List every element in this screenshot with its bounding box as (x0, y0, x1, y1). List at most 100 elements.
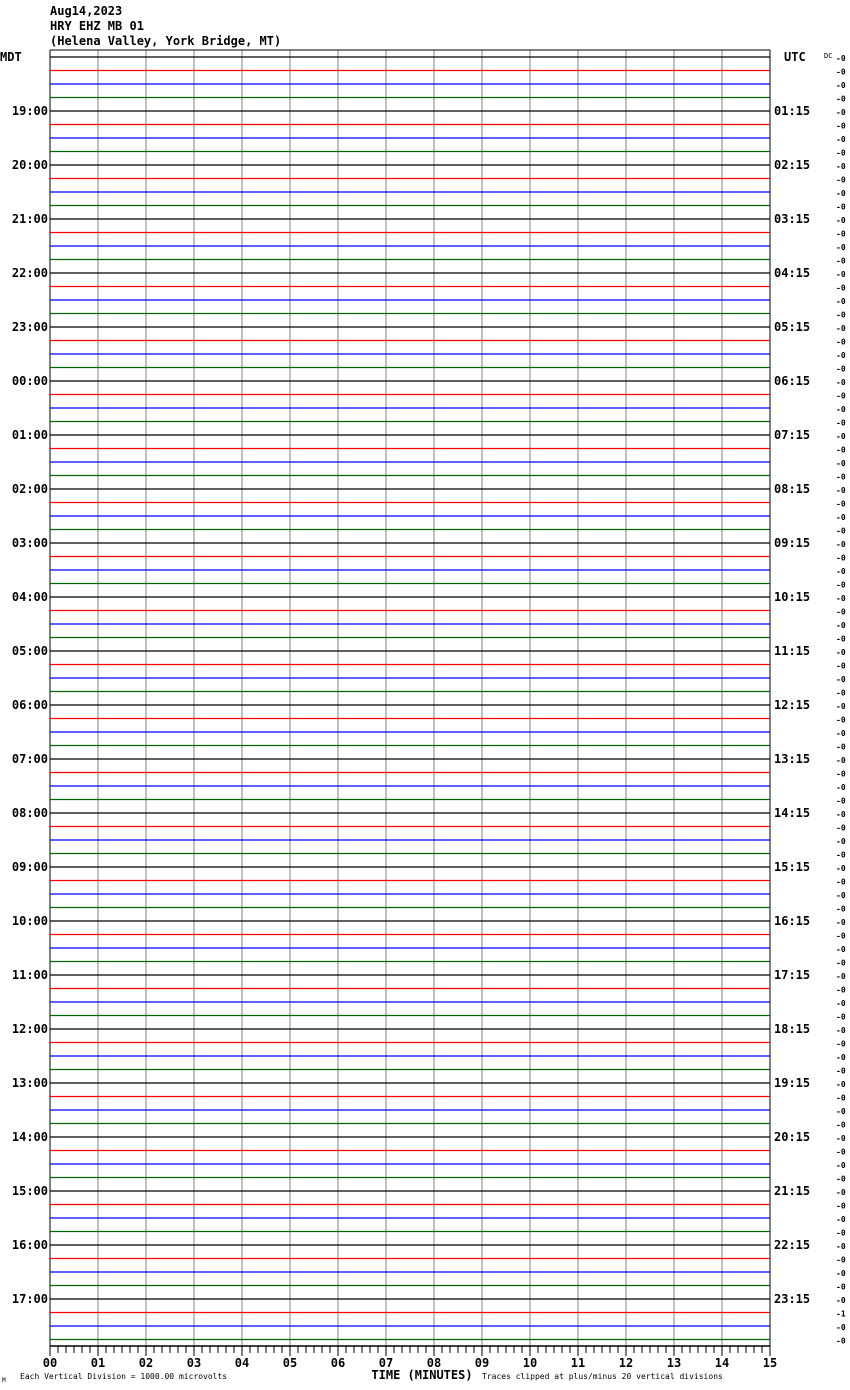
dc-value: -0 (836, 743, 846, 752)
hour-label-right: 23:15 (774, 1292, 810, 1306)
dc-value: -0 (836, 243, 846, 252)
dc-value: -0 (836, 1067, 846, 1076)
x-tick-label: 07 (379, 1356, 393, 1370)
hour-label-right: 12:15 (774, 698, 810, 712)
hour-label-right: 15:15 (774, 860, 810, 874)
x-tick-label: 06 (331, 1356, 345, 1370)
dc-value: -0 (836, 122, 846, 131)
hour-label-right: 09:15 (774, 536, 810, 550)
dc-value: -0 (836, 1215, 846, 1224)
hour-label-left: 19:00 (12, 104, 48, 118)
dc-value: -0 (836, 1040, 846, 1049)
dc-value: -0 (836, 1161, 846, 1170)
dc-value: -0 (836, 1175, 846, 1184)
dc-value: -0 (836, 1013, 846, 1022)
hour-label-left: 13:00 (12, 1076, 48, 1090)
hour-label-right: 04:15 (774, 266, 810, 280)
footer-scale-note: Each Vertical Division = 1000.00 microvo… (20, 1372, 227, 1381)
dc-value: -0 (836, 1283, 846, 1292)
hour-label-left: 17:00 (12, 1292, 48, 1306)
dc-value: -0 (836, 446, 846, 455)
dc-value: -0 (836, 554, 846, 563)
dc-value: -0 (836, 540, 846, 549)
dc-value: -0 (836, 189, 846, 198)
dc-value: -0 (836, 756, 846, 765)
dc-value: -0 (836, 230, 846, 239)
hour-label-left: 00:00 (12, 374, 48, 388)
dc-value: -0 (836, 324, 846, 333)
hour-label-left: 11:00 (12, 968, 48, 982)
dc-value: -0 (836, 689, 846, 698)
dc-value: -0 (836, 284, 846, 293)
dc-value: -0 (836, 311, 846, 320)
hour-label-left: 10:00 (12, 914, 48, 928)
dc-value: -0 (836, 837, 846, 846)
dc-value: -0 (836, 959, 846, 968)
hour-label-right: 19:15 (774, 1076, 810, 1090)
hour-label-left: 09:00 (12, 860, 48, 874)
location-label: (Helena Valley, York Bridge, MT) (50, 34, 282, 48)
dc-value: -0 (836, 1107, 846, 1116)
dc-value: -0 (836, 729, 846, 738)
dc-value: -0 (836, 1256, 846, 1265)
hour-label-right: 13:15 (774, 752, 810, 766)
hour-label-right: 11:15 (774, 644, 810, 658)
dc-value: -0 (836, 1296, 846, 1305)
dc-value: -0 (836, 500, 846, 509)
dc-value: -0 (836, 162, 846, 171)
dc-value: -0 (836, 567, 846, 576)
dc-value: -0 (836, 392, 846, 401)
x-tick-label: 11 (571, 1356, 585, 1370)
hour-label-right: 21:15 (774, 1184, 810, 1198)
dc-value: -0 (836, 1148, 846, 1157)
dc-value: -0 (836, 338, 846, 347)
dc-value: -0 (836, 473, 846, 482)
hour-label-right: 07:15 (774, 428, 810, 442)
dc-value: -0 (836, 648, 846, 657)
dc-value: -0 (836, 905, 846, 914)
dc-value: -0 (836, 459, 846, 468)
dc-value: -0 (836, 81, 846, 90)
hour-label-left: 21:00 (12, 212, 48, 226)
hour-label-left: 05:00 (12, 644, 48, 658)
dc-value: -0 (836, 986, 846, 995)
dc-value: -0 (836, 257, 846, 266)
hour-label-left: 07:00 (12, 752, 48, 766)
dc-value: -0 (836, 108, 846, 117)
x-axis-title: TIME (MINUTES) (371, 1368, 472, 1382)
hour-label-right: 03:15 (774, 212, 810, 226)
dc-value: -0 (836, 918, 846, 927)
mdt-label: MDT (0, 50, 22, 64)
footer-clip-note: Traces clipped at plus/minus 20 vertical… (482, 1372, 723, 1381)
hour-label-right: 22:15 (774, 1238, 810, 1252)
hour-label-right: 08:15 (774, 482, 810, 496)
x-tick-label: 00 (43, 1356, 57, 1370)
hour-label-right: 14:15 (774, 806, 810, 820)
x-tick-label: 09 (475, 1356, 489, 1370)
hour-label-left: 15:00 (12, 1184, 48, 1198)
hour-label-left: 23:00 (12, 320, 48, 334)
dc-value: -0 (836, 1229, 846, 1238)
x-tick-label: 15 (763, 1356, 777, 1370)
x-tick-label: 13 (667, 1356, 681, 1370)
hour-label-left: 16:00 (12, 1238, 48, 1252)
dc-value: -0 (836, 1202, 846, 1211)
dc-value: -0 (836, 581, 846, 590)
hour-label-right: 10:15 (774, 590, 810, 604)
dc-value: -0 (836, 149, 846, 158)
dc-value: -0 (836, 365, 846, 374)
date-label: Aug14,2023 (50, 4, 123, 18)
dc-value: -0 (836, 1337, 846, 1346)
dc-value: -0 (836, 810, 846, 819)
dc-value: -0 (836, 662, 846, 671)
dc-value: -1 (836, 1310, 846, 1319)
dc-value: -0 (836, 891, 846, 900)
dc-value: -0 (836, 1121, 846, 1130)
dc-value: -0 (836, 878, 846, 887)
dc-value: -0 (836, 621, 846, 630)
dc-value: -0 (836, 351, 846, 360)
hour-label-right: 18:15 (774, 1022, 810, 1036)
hour-label-left: 08:00 (12, 806, 48, 820)
